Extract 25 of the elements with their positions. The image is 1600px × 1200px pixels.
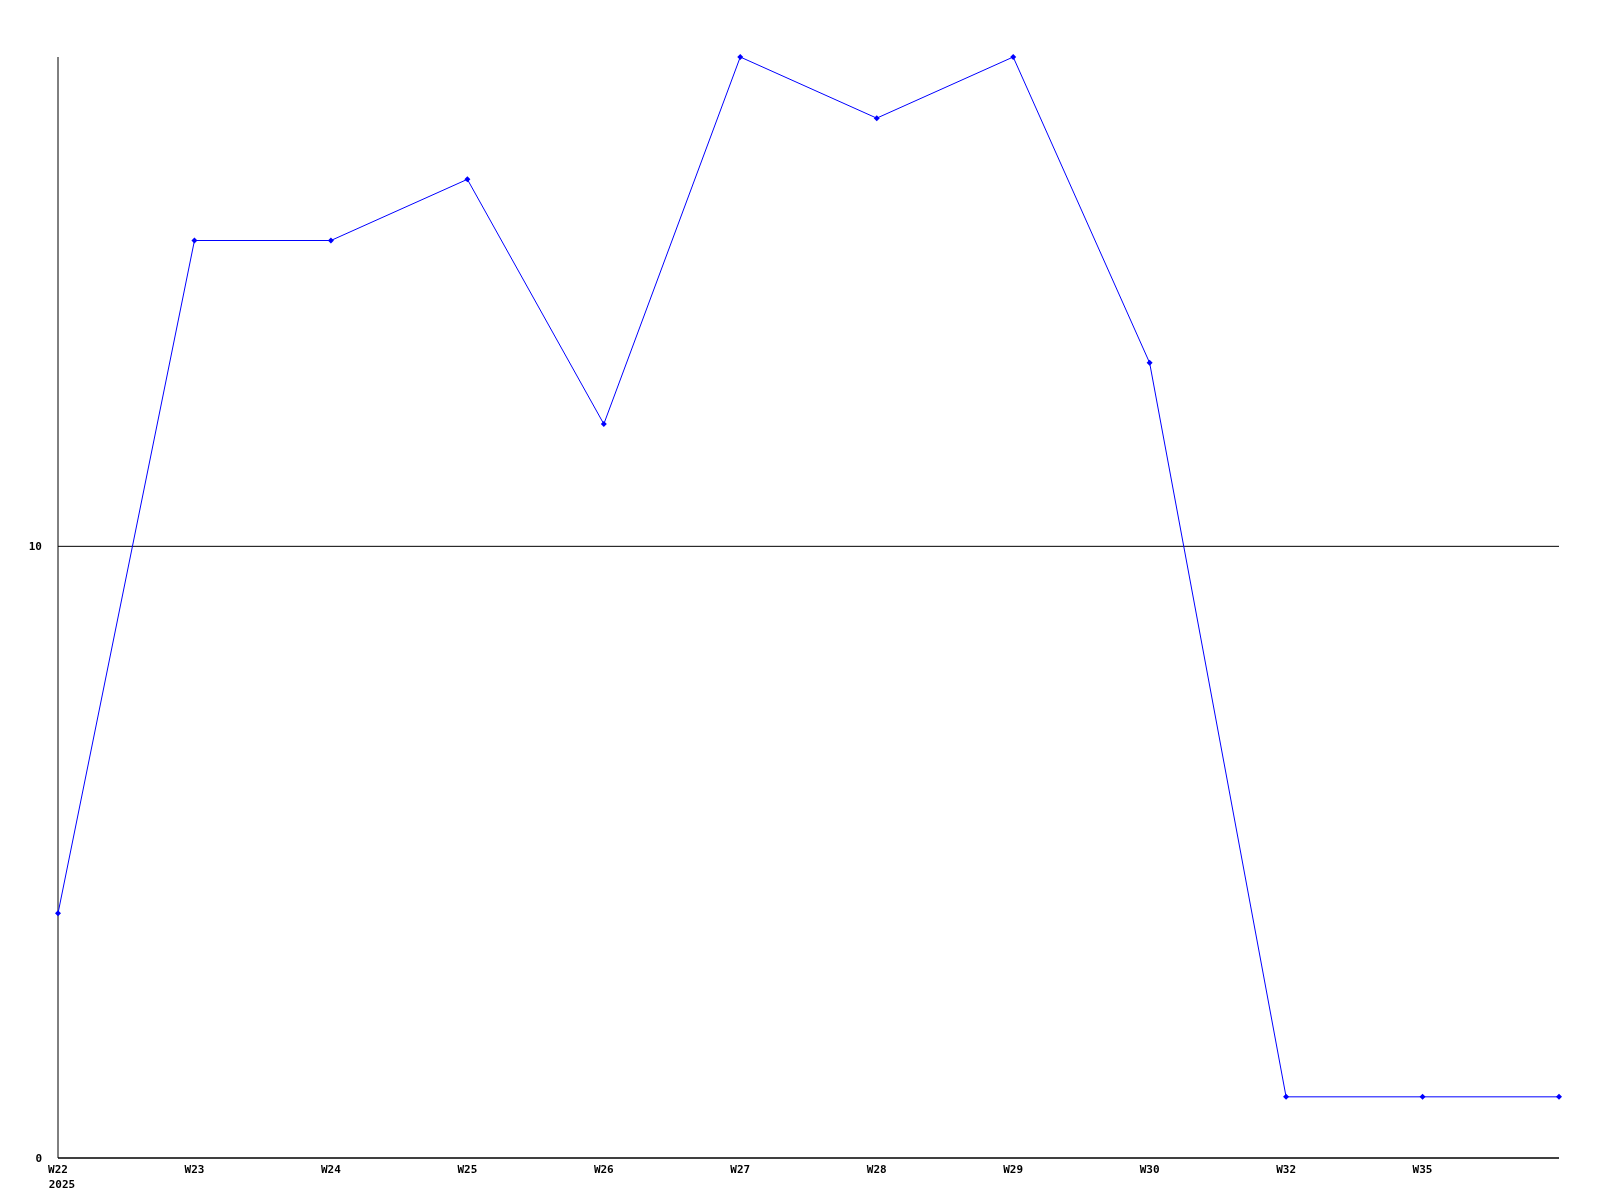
x-tick-label: W24 (320, 1163, 342, 1176)
point (1419, 1093, 1426, 1100)
point (327, 237, 334, 244)
point (1010, 54, 1017, 60)
point (464, 176, 471, 183)
x-tick-label: W35 (1412, 1163, 1433, 1176)
x-tick-label: W27 (730, 1163, 751, 1176)
point (55, 910, 61, 917)
x-tick-label: W22 2025 (48, 1163, 76, 1191)
y-tick-label: 0 (35, 1151, 42, 1165)
point (1146, 359, 1153, 366)
x-tick-label: W29 (1003, 1163, 1024, 1176)
point (1556, 1093, 1562, 1100)
x-tick-label: W28 (866, 1163, 887, 1176)
point (873, 115, 880, 122)
x-tick-label: W25 (457, 1163, 478, 1176)
point (191, 237, 198, 244)
point (600, 421, 607, 427)
x-tick-label: W23 (184, 1163, 205, 1176)
point (1283, 1093, 1290, 1100)
x-tick-label: W26 (593, 1163, 615, 1176)
point (737, 54, 744, 60)
x-tick-label: W32 (1276, 1163, 1297, 1176)
x-tick-label: W30 (1139, 1163, 1160, 1176)
y-tick-label: 10 (28, 540, 42, 554)
